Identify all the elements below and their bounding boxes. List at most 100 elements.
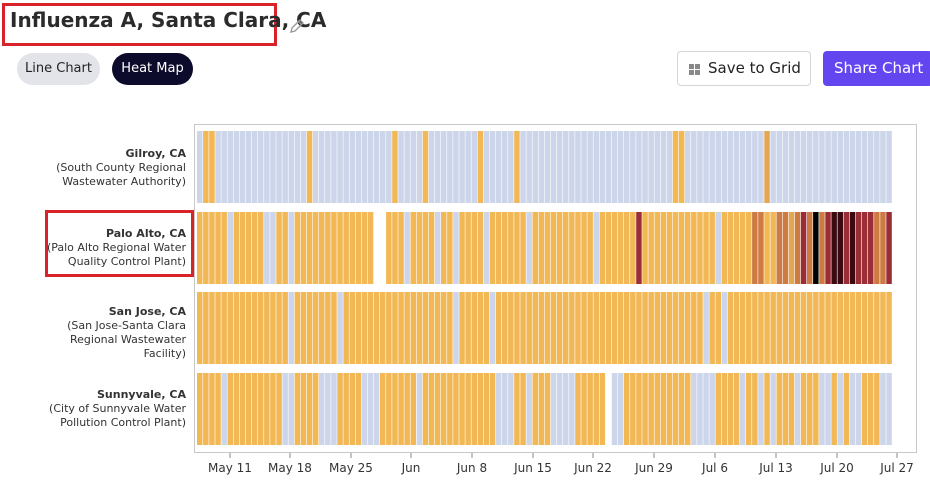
heatmap-cell[interactable] (410, 131, 417, 203)
heatmap-cell[interactable] (422, 212, 429, 284)
heatmap-cell[interactable] (404, 131, 410, 203)
heatmap-cell[interactable] (709, 373, 715, 445)
heatmap-cell[interactable] (465, 373, 471, 445)
heatmap-cell[interactable] (575, 131, 581, 203)
heatmap-cell[interactable] (678, 373, 685, 445)
heatmap-cell[interactable] (752, 292, 758, 364)
heatmap-cell[interactable] (764, 131, 770, 203)
heatmap-cell[interactable] (861, 131, 868, 203)
heatmap-cell[interactable] (489, 292, 496, 364)
heatmap-cell[interactable] (294, 373, 301, 445)
heatmap-cell[interactable] (361, 373, 368, 445)
heatmap-cell[interactable] (697, 292, 703, 364)
heatmap-cell[interactable] (624, 131, 630, 203)
heatmap-cell[interactable] (258, 292, 264, 364)
heatmap-cell[interactable] (861, 373, 868, 445)
heatmap-cell[interactable] (624, 212, 630, 284)
heatmap-cell[interactable] (483, 131, 490, 203)
heatmap-cell[interactable] (398, 212, 404, 284)
heatmap-cell[interactable] (404, 292, 410, 364)
heatmap-cell[interactable] (617, 373, 624, 445)
heatmap-cell[interactable] (215, 373, 221, 445)
heatmap-cell[interactable] (276, 131, 282, 203)
heatmap-cell[interactable] (477, 292, 484, 364)
heatmap-cell[interactable] (825, 373, 831, 445)
heatmap-cell[interactable] (245, 212, 252, 284)
heatmap-cell[interactable] (556, 212, 563, 284)
heatmap-cell[interactable] (331, 373, 337, 445)
heatmap-cell[interactable] (843, 131, 850, 203)
heatmap-cell[interactable] (532, 373, 539, 445)
heatmap-cell[interactable] (203, 292, 209, 364)
heatmap-cell[interactable] (550, 212, 557, 284)
heatmap-cell[interactable] (489, 131, 496, 203)
heatmap-cell[interactable] (373, 373, 380, 445)
heatmap-cell[interactable] (563, 131, 569, 203)
heatmap-cell[interactable] (697, 373, 703, 445)
heatmap-cell[interactable] (788, 131, 795, 203)
heatmap-cell[interactable] (471, 292, 478, 364)
heatmap-cell[interactable] (868, 373, 874, 445)
heatmap-cell[interactable] (251, 292, 258, 364)
heatmap-cell[interactable] (593, 373, 600, 445)
heatmap-cell[interactable] (624, 373, 630, 445)
heatmap-cell[interactable] (880, 212, 886, 284)
heatmap-cell[interactable] (807, 131, 813, 203)
heatmap-cell[interactable] (325, 373, 331, 445)
heatmap-cell[interactable] (294, 292, 301, 364)
heatmap-cell[interactable] (422, 373, 429, 445)
heatmap-cell[interactable] (520, 212, 526, 284)
heatmap-cell[interactable] (489, 212, 496, 284)
heatmap-cell[interactable] (746, 292, 752, 364)
heatmap-cell[interactable] (477, 131, 484, 203)
heatmap-cell[interactable] (197, 373, 203, 445)
heatmap-cell[interactable] (593, 292, 600, 364)
heatmap-cell[interactable] (746, 131, 752, 203)
heatmap-cell[interactable] (758, 212, 764, 284)
heatmap-cell[interactable] (813, 131, 819, 203)
heatmap-cell[interactable] (331, 292, 337, 364)
heatmap-cell[interactable] (264, 212, 270, 284)
heatmap-cell[interactable] (752, 212, 758, 284)
heatmap-cell[interactable] (428, 131, 435, 203)
heatmap-cell[interactable] (380, 373, 386, 445)
heatmap-cell[interactable] (300, 131, 307, 203)
heatmap-cell[interactable] (288, 131, 295, 203)
heatmap-cell[interactable] (282, 131, 288, 203)
heatmap-cell[interactable] (538, 131, 545, 203)
heatmap-cell[interactable] (538, 212, 545, 284)
heatmap-cell[interactable] (355, 131, 362, 203)
heat-map-button[interactable]: Heat Map (112, 53, 193, 85)
heatmap-cell[interactable] (447, 373, 453, 445)
heatmap-cell[interactable] (337, 373, 343, 445)
heatmap-cell[interactable] (221, 212, 227, 284)
heatmap-cell[interactable] (471, 373, 478, 445)
heatmap-cell[interactable] (868, 292, 874, 364)
heatmap-cell[interactable] (502, 212, 508, 284)
heatmap-cell[interactable] (654, 292, 661, 364)
heatmap-cell[interactable] (441, 373, 447, 445)
heatmap-cell[interactable] (794, 212, 801, 284)
heatmap-cell[interactable] (733, 212, 740, 284)
heatmap-cell[interactable] (251, 131, 258, 203)
heatmap-cell[interactable] (239, 373, 246, 445)
heatmap-cell[interactable] (392, 212, 398, 284)
heatmap-cell[interactable] (843, 373, 850, 445)
heatmap-cell[interactable] (843, 212, 850, 284)
heatmap-cell[interactable] (532, 131, 539, 203)
heatmap-cell[interactable] (672, 131, 679, 203)
heatmap-cell[interactable] (556, 131, 563, 203)
heatmap-cell[interactable] (624, 292, 630, 364)
heatmap-cell[interactable] (209, 373, 215, 445)
heatmap-cell[interactable] (197, 292, 203, 364)
heatmap-cell[interactable] (276, 373, 282, 445)
heatmap-cell[interactable] (325, 131, 331, 203)
heatmap-cell[interactable] (782, 373, 789, 445)
heatmap-cell[interactable] (367, 292, 374, 364)
heatmap-cell[interactable] (514, 212, 520, 284)
heatmap-cell[interactable] (386, 212, 392, 284)
heatmap-cell[interactable] (654, 373, 661, 445)
heatmap-cell[interactable] (233, 212, 240, 284)
heatmap-cell[interactable] (886, 292, 892, 364)
heatmap-cell[interactable] (526, 212, 532, 284)
